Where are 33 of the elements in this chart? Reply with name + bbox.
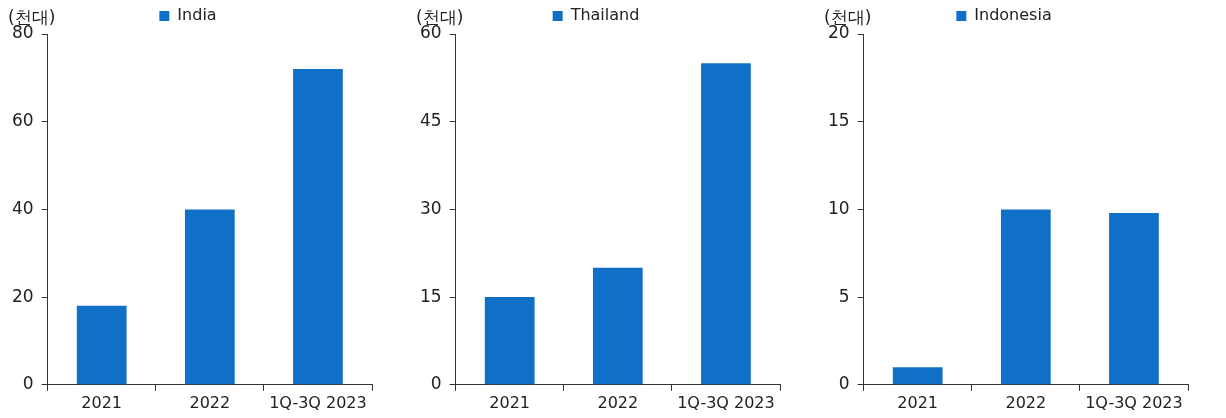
y-tick-label: 0: [838, 373, 850, 394]
legend-label: Indonesia: [974, 5, 1052, 25]
x-tick-label: 2022: [1005, 392, 1047, 412]
bar: [701, 63, 751, 385]
x-tick-label: 2022: [597, 392, 639, 412]
y-tick-label: 10: [827, 197, 850, 218]
x-tick-label: 1Q-3Q 2023: [677, 392, 775, 412]
bar: [293, 69, 343, 385]
bar: [484, 297, 535, 385]
y-tick-label: 20: [11, 285, 34, 306]
y-tick-label: 0: [22, 373, 34, 394]
bar: [1109, 212, 1159, 385]
legend-label: Thailand: [569, 5, 640, 25]
x-tick-label: 2021: [81, 392, 123, 412]
y-tick-label: 60: [11, 110, 34, 131]
x-tick-label: 2021: [489, 392, 531, 412]
bar: [892, 367, 943, 385]
bar: [184, 209, 235, 385]
y-tick-label: 0: [430, 373, 442, 394]
y-tick-label: 30: [419, 197, 442, 218]
y-tick-label: 5: [838, 285, 850, 306]
bar: [76, 305, 127, 385]
x-tick-label: 1Q-3Q 2023: [1085, 392, 1183, 412]
legend-label: India: [177, 5, 217, 25]
y-tick-label: 15: [419, 285, 442, 306]
y-tick-label: 45: [419, 110, 442, 131]
y-tick-label: 15: [827, 110, 850, 131]
bar: [1000, 209, 1051, 385]
x-tick-label: 2022: [189, 392, 231, 412]
x-tick-label: 1Q-3Q 2023: [269, 392, 367, 412]
bar: [592, 267, 643, 385]
x-tick-label: 2021: [897, 392, 939, 412]
y-tick-label: 40: [11, 197, 34, 218]
